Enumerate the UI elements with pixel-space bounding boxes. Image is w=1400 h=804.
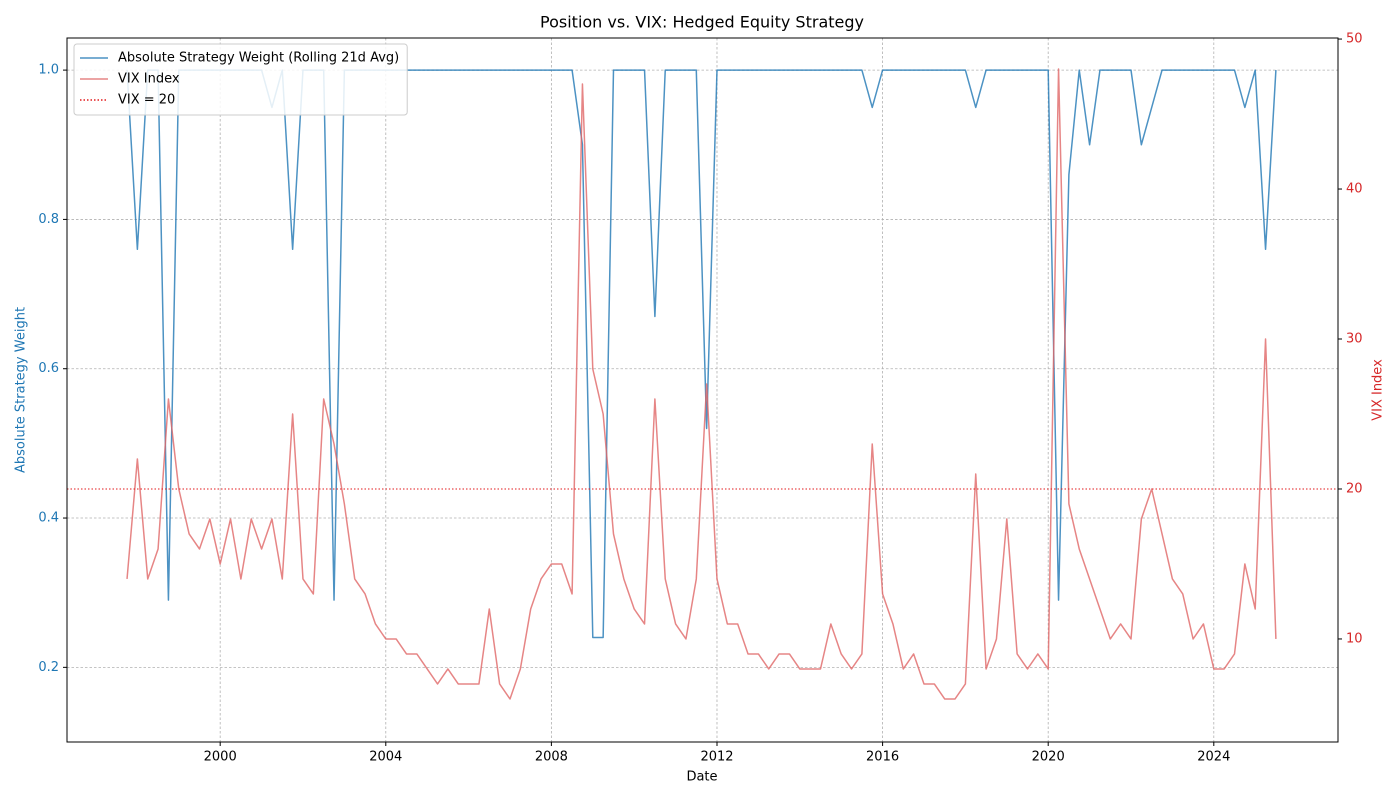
legend-label: Absolute Strategy Weight (Rolling 21d Av… bbox=[118, 51, 399, 66]
y2-tick-label: 20 bbox=[1346, 481, 1363, 496]
y2-tick-label: 40 bbox=[1346, 182, 1363, 197]
x-tick-label: 2000 bbox=[204, 750, 237, 765]
x-tick-label: 2004 bbox=[369, 750, 402, 765]
x-tick-label: 2024 bbox=[1197, 750, 1230, 765]
y-tick-label: 0.8 bbox=[38, 212, 59, 227]
chart-title: Position vs. VIX: Hedged Equity Strategy bbox=[540, 13, 864, 32]
x-tick-label: 2012 bbox=[700, 750, 733, 765]
plot-frame bbox=[66, 37, 1339, 743]
legend: Absolute Strategy Weight (Rolling 21d Av… bbox=[73, 43, 408, 116]
series-line bbox=[126, 68, 1277, 700]
y-tick-label: 0.2 bbox=[38, 660, 59, 675]
x-tick-label: 2020 bbox=[1032, 750, 1065, 765]
y-axis-label: Absolute Strategy Weight bbox=[14, 307, 29, 473]
y-tick-label: 1.0 bbox=[38, 63, 59, 78]
y2-tick-label: 50 bbox=[1346, 32, 1363, 47]
y2-tick-label: 10 bbox=[1346, 631, 1363, 646]
y-tick-label: 0.4 bbox=[38, 511, 59, 526]
y-tick-label: 0.6 bbox=[38, 361, 59, 376]
x-tick-label: 2016 bbox=[866, 750, 899, 765]
y2-tick-label: 30 bbox=[1346, 332, 1363, 347]
legend-box bbox=[73, 43, 408, 116]
x-axis-label: Date bbox=[686, 770, 717, 785]
legend-label: VIX = 20 bbox=[118, 93, 175, 108]
x-tick-label: 2008 bbox=[535, 750, 568, 765]
y2-axis-label: VIX Index bbox=[1371, 359, 1386, 421]
legend-label: VIX Index bbox=[118, 72, 180, 87]
